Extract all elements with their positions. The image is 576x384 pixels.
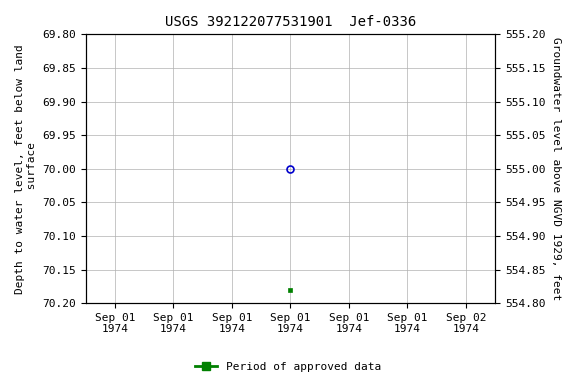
Y-axis label: Depth to water level, feet below land
 surface: Depth to water level, feet below land su… — [15, 44, 37, 294]
Legend: Period of approved data: Period of approved data — [191, 358, 385, 377]
Title: USGS 392122077531901  Jef-0336: USGS 392122077531901 Jef-0336 — [165, 15, 416, 29]
Y-axis label: Groundwater level above NGVD 1929, feet: Groundwater level above NGVD 1929, feet — [551, 37, 561, 300]
